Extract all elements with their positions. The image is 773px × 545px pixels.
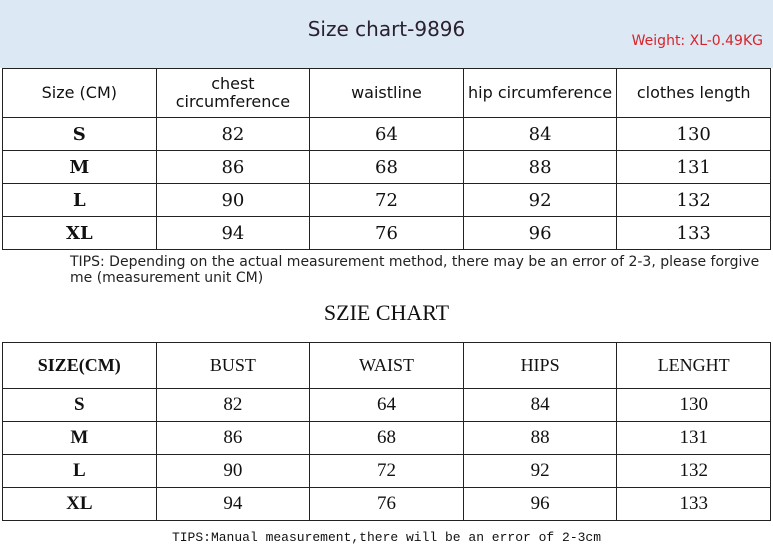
table-cell: M — [2, 150, 157, 184]
table-cell: 131 — [616, 421, 771, 455]
table-cell: L — [2, 454, 157, 488]
table-row: L 90 72 92 132 — [2, 183, 771, 217]
table-cell: 92 — [462, 183, 618, 217]
table-cell: L — [2, 183, 157, 217]
table-cell: 130 — [616, 117, 771, 151]
column-header: LENGHT — [616, 342, 771, 389]
page-title: Size chart-9896 — [307, 17, 466, 41]
table-cell: 130 — [616, 388, 771, 422]
table-cell: S — [2, 117, 157, 151]
table-cell: 96 — [462, 487, 618, 521]
table-cell: 76 — [309, 487, 464, 521]
table-cell: 132 — [616, 454, 771, 488]
table-cell: 88 — [462, 150, 618, 184]
weight-label: Weight: XL-0.49KG — [631, 33, 763, 49]
column-header: BUST — [155, 342, 311, 389]
table-cell: 133 — [616, 216, 771, 250]
table-cell: XL — [2, 487, 157, 521]
header-row: Size (CM) chest circumference waistline hip… — [2, 68, 771, 118]
table-cell: 84 — [462, 117, 618, 151]
table-cell: 76 — [309, 216, 464, 250]
table-cell: 90 — [155, 454, 311, 488]
table-cell: 84 — [462, 388, 618, 422]
header-band: Size chart-9896 Weight: XL-0.49KG — [0, 0, 773, 68]
table-cell: 131 — [616, 150, 771, 184]
table-cell: 82 — [155, 117, 311, 151]
table-cell: 72 — [309, 183, 464, 217]
table-cell: 132 — [616, 183, 771, 217]
table-cell: 68 — [309, 150, 464, 184]
column-header: chest circumference — [155, 68, 311, 118]
table-cell: 88 — [462, 421, 618, 455]
table-row: S 82 64 84 130 — [2, 388, 771, 422]
tips-text-2: TIPS:Manual measurement,there will be an… — [171, 530, 602, 545]
table-row: L 90 72 92 132 — [2, 454, 771, 488]
column-header: Size (CM) — [2, 68, 157, 118]
table-cell: S — [2, 388, 157, 422]
size-table-2: SIZE(CM) BUST WAIST HIPS LENGHT S 82 64 84 130 M 86… — [2, 342, 771, 521]
table-cell: 96 — [462, 216, 618, 250]
table-row: XL 94 76 96 133 — [2, 487, 771, 521]
column-header: HIPS — [462, 342, 618, 389]
header-row: SIZE(CM) BUST WAIST HIPS LENGHT — [2, 342, 771, 389]
table-cell: 92 — [462, 454, 618, 488]
size-table-1: Size (CM) chest circumference waistline hip… — [2, 68, 771, 250]
table-row: XL 94 76 96 133 — [2, 216, 771, 250]
table-cell: 72 — [309, 454, 464, 488]
column-header: waistline — [309, 68, 464, 118]
table-cell: 64 — [309, 117, 464, 151]
table-cell: 90 — [155, 183, 311, 217]
table-cell: 86 — [155, 421, 311, 455]
table-cell: 68 — [309, 421, 464, 455]
table-cell: 82 — [155, 388, 311, 422]
table-cell: 94 — [155, 216, 311, 250]
table-cell: M — [2, 421, 157, 455]
table-row: M 86 68 88 131 — [2, 150, 771, 184]
column-header: SIZE(CM) — [2, 342, 157, 389]
table-row: S 82 64 84 130 — [2, 117, 771, 151]
column-header: WAIST — [309, 342, 464, 389]
column-header: hip circumference — [462, 68, 618, 118]
section-title: SZIE CHART — [323, 300, 450, 325]
table-cell: 64 — [309, 388, 464, 422]
table-cell: XL — [2, 216, 157, 250]
table-row: M 86 68 88 131 — [2, 421, 771, 455]
column-header: clothes length — [616, 68, 771, 118]
table-cell: 94 — [155, 487, 311, 521]
tips-text-1: TIPS: Depending on the actual measuremen… — [70, 254, 760, 286]
table-cell: 86 — [155, 150, 311, 184]
table-cell: 133 — [616, 487, 771, 521]
